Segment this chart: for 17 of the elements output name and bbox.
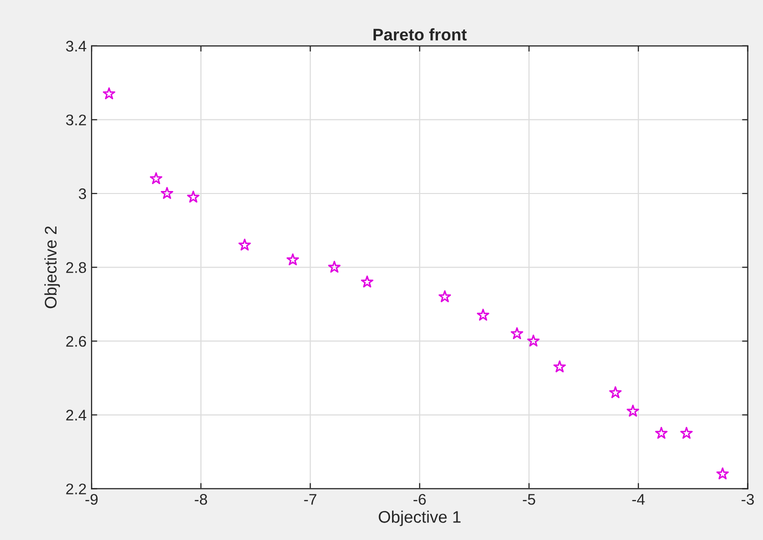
x-tick-label: -3 [742, 494, 754, 505]
x-tick-label: -9 [85, 494, 98, 505]
y-axis-title: Objective 2 [44, 226, 60, 308]
x-axis-title: Objective 1 [378, 510, 461, 526]
y-tick-label: 2.8 [66, 262, 86, 273]
chart-title: Pareto front [374, 28, 467, 41]
y-tick-label: 2.6 [66, 336, 86, 347]
x-tick-label: -6 [414, 494, 426, 505]
x-tick-label: -7 [304, 494, 316, 505]
y-tick-label: 2.2 [66, 484, 86, 494]
y-tick-label: 2.4 [66, 410, 86, 420]
x-tick-label: -8 [194, 494, 208, 505]
x-tick-label: -4 [632, 494, 645, 505]
y-tick-label: 3.2 [66, 114, 86, 126]
x-tick-label: -5 [522, 494, 536, 505]
y-tick-label: 3.4 [66, 40, 86, 52]
y-tick-label: 3 [78, 188, 86, 200]
